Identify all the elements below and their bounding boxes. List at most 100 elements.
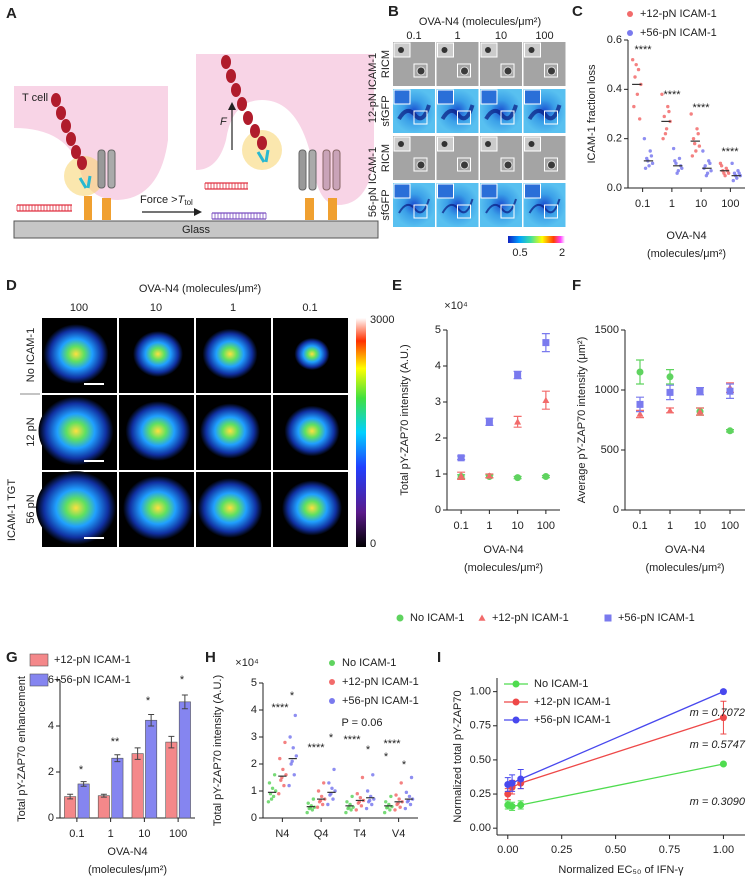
cell-signal bbox=[197, 478, 263, 538]
data-point bbox=[636, 400, 644, 408]
data-point bbox=[514, 418, 522, 425]
data-point bbox=[393, 808, 397, 812]
column-label: 0.1 bbox=[406, 30, 421, 42]
data-point bbox=[731, 178, 735, 183]
y-tick-label: 4 bbox=[48, 720, 54, 732]
legend-marker bbox=[329, 679, 335, 685]
group-label: ICAM-1 TGT bbox=[6, 479, 18, 541]
legend-swatch bbox=[29, 673, 49, 687]
error-bar bbox=[168, 735, 175, 749]
x-axis-label: OVA-N4 bbox=[665, 544, 705, 556]
inset bbox=[480, 183, 498, 199]
data-point bbox=[719, 760, 727, 768]
data-point bbox=[697, 144, 702, 148]
significance: **** bbox=[307, 742, 325, 754]
data-point bbox=[310, 808, 315, 812]
column-label: 1 bbox=[454, 30, 460, 42]
data-point bbox=[636, 67, 641, 72]
data-point bbox=[355, 792, 359, 796]
data-point bbox=[272, 773, 277, 777]
data-point bbox=[542, 473, 550, 481]
tcr-domain bbox=[243, 111, 253, 125]
panel-label: H bbox=[205, 649, 216, 666]
cell-contact bbox=[547, 66, 556, 76]
data-point bbox=[277, 792, 281, 796]
data-point bbox=[635, 92, 640, 96]
roi bbox=[413, 63, 428, 78]
slope-label: m = 0.3090 bbox=[690, 796, 746, 808]
x-tick-label: V4 bbox=[392, 828, 405, 840]
legend-label: +56-pN ICAM-1 bbox=[54, 674, 131, 686]
dna-rungs bbox=[16, 205, 72, 211]
halo bbox=[64, 156, 104, 196]
data-point bbox=[514, 371, 522, 379]
cell-signal bbox=[125, 401, 191, 461]
legend-marker bbox=[627, 30, 633, 36]
data-point bbox=[311, 797, 316, 801]
bar bbox=[178, 701, 191, 819]
legend-label: +56-pN ICAM-1 bbox=[534, 714, 611, 726]
data-point bbox=[695, 127, 699, 131]
y-tick-label: 1500 bbox=[595, 324, 619, 336]
data-point bbox=[404, 790, 409, 795]
y-tick-label: 0.50 bbox=[470, 754, 491, 766]
data-point bbox=[737, 171, 741, 175]
cd3 bbox=[256, 149, 270, 163]
loss-pattern bbox=[441, 198, 474, 214]
data-point bbox=[636, 410, 644, 417]
dna-probe bbox=[17, 204, 72, 212]
data-point bbox=[690, 154, 695, 158]
x-tick-label: 10 bbox=[512, 520, 524, 532]
data-point bbox=[281, 767, 285, 772]
group-label: 12-pN ICAM-1 bbox=[367, 53, 379, 123]
dna-rungs bbox=[211, 213, 267, 219]
bar bbox=[64, 796, 77, 819]
data-point bbox=[349, 808, 353, 812]
cell-contact bbox=[547, 160, 556, 170]
data-point bbox=[394, 793, 398, 797]
data-point bbox=[630, 58, 635, 62]
tcr-domain bbox=[71, 145, 81, 159]
receptor bbox=[298, 149, 307, 191]
glass bbox=[13, 220, 379, 239]
roi bbox=[500, 63, 515, 78]
bar bbox=[97, 795, 110, 819]
roi bbox=[413, 157, 428, 172]
cell-signal bbox=[284, 405, 340, 457]
cell-contact bbox=[503, 160, 513, 170]
cell-signal bbox=[202, 328, 258, 380]
loss-pattern bbox=[397, 104, 431, 121]
data-point bbox=[330, 786, 334, 790]
loss-pattern bbox=[440, 104, 475, 121]
data-point bbox=[350, 794, 354, 799]
data-point bbox=[666, 104, 670, 109]
data-point bbox=[345, 800, 349, 804]
error-bar bbox=[134, 747, 141, 760]
y-tick-label: 0.2 bbox=[607, 133, 622, 145]
y-tick-label: 0.25 bbox=[470, 788, 491, 800]
roi bbox=[457, 110, 471, 125]
x-tick-label: 100 bbox=[721, 520, 739, 532]
colorbar-label: 0 bbox=[370, 538, 376, 550]
data-point bbox=[708, 161, 712, 166]
roi bbox=[413, 204, 428, 219]
data-point bbox=[485, 418, 493, 426]
error-bar bbox=[67, 793, 74, 800]
x-tick-label: 100 bbox=[721, 198, 739, 210]
data-point bbox=[517, 775, 525, 783]
roi bbox=[500, 204, 515, 219]
receptor bbox=[332, 149, 341, 191]
data-point bbox=[632, 104, 636, 109]
data-point bbox=[305, 810, 309, 815]
data-point bbox=[326, 802, 330, 807]
roi bbox=[500, 157, 515, 172]
x-tick-label: Q4 bbox=[314, 828, 329, 840]
inset bbox=[393, 183, 411, 199]
x-axis-label: Normalized EC₅₀ of IFN-γ bbox=[558, 864, 684, 876]
data-point bbox=[354, 808, 358, 812]
cell-contact bbox=[503, 66, 513, 76]
data-point bbox=[673, 159, 677, 163]
diagram-cell-label: T cell bbox=[22, 92, 48, 104]
data-point bbox=[696, 132, 700, 136]
y-tick-label: 0.4 bbox=[607, 83, 622, 95]
